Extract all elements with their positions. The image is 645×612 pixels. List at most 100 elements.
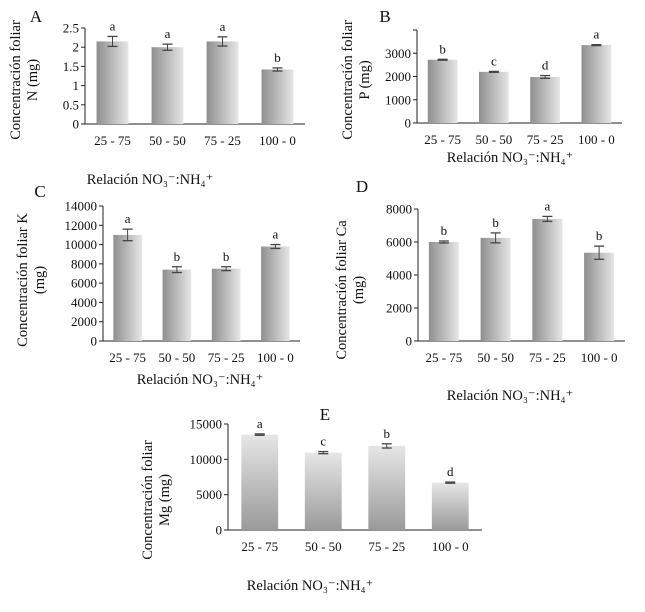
y-tick-label: 4000 <box>71 295 97 310</box>
panel-a: A 0 0.5 1 1.5 2 2.5 a 25 - 75 a 50 - 50 a 75 - 25 b 10… <box>8 7 305 188</box>
bar <box>304 452 342 530</box>
panel-e: E 0 5000 10000 15000 a 25 - 75 c 50 - 50 b 75 - 25… <box>140 405 482 594</box>
bar <box>113 234 142 341</box>
y-tick-label: 2000 <box>385 69 411 84</box>
x-tick-label: 100 - 0 <box>578 132 615 147</box>
x-tick-label: 100 - 0 <box>432 539 469 554</box>
significance-letter: c <box>491 53 497 68</box>
bar <box>428 242 459 341</box>
significance-letter: a <box>220 19 226 34</box>
y-tick-label: 2 <box>73 40 80 55</box>
bar <box>532 218 563 341</box>
y-tick-label: 1000 <box>385 92 411 107</box>
x-tick-label: 100 - 0 <box>257 350 294 365</box>
x-axis-label: Relación NO₃⁻:NH₄⁺ <box>87 172 214 188</box>
y-tick-label: 3000 <box>385 46 411 61</box>
x-tick-label: 50 - 50 <box>477 350 514 365</box>
x-tick-label: 75 - 25 <box>368 539 405 554</box>
significance-letter: d <box>542 58 549 73</box>
x-axis-label: Relación NO₃⁻:NH₄⁺ <box>447 388 574 404</box>
significance-letter: b <box>274 50 281 65</box>
bar <box>431 482 469 530</box>
x-tick-label: 75 - 25 <box>204 133 241 148</box>
x-tick-label: 50 - 50 <box>475 132 512 147</box>
x-tick-label: 50 - 50 <box>305 539 342 554</box>
y-tick-label: 0 <box>73 117 80 132</box>
x-tick-label: 75 - 25 <box>529 350 566 365</box>
y-tick-label: 1.5 <box>63 59 79 74</box>
y-tick-label: 0 <box>216 523 223 538</box>
y-axis-label: N (mg) <box>25 59 41 101</box>
bar <box>261 69 294 124</box>
y-tick-label: 12000 <box>65 218 98 233</box>
x-tick-label: 25 - 75 <box>94 133 131 148</box>
significance-letter: b <box>174 249 181 264</box>
y-axis-label: (mg) <box>32 266 48 294</box>
significance-letter: d <box>447 464 454 479</box>
bar <box>368 445 406 530</box>
x-tick-label: 75 - 25 <box>208 350 245 365</box>
x-tick-label: 100 - 0 <box>581 350 618 365</box>
significance-letter: a <box>272 227 278 242</box>
y-tick-label: 0.5 <box>63 97 79 112</box>
y-axis-label: Concentración foliar K <box>15 213 31 347</box>
bar <box>162 269 192 341</box>
y-tick-label: 0 <box>91 334 98 349</box>
panel-letter: D <box>356 177 368 196</box>
bar <box>479 71 509 123</box>
y-tick-label: 8000 <box>386 202 412 217</box>
x-tick-label: 25 - 75 <box>109 350 146 365</box>
significance-letter: a <box>593 27 599 42</box>
y-tick-label: 6000 <box>71 276 97 291</box>
significance-letter: b <box>384 426 391 441</box>
bar <box>151 47 184 125</box>
x-tick-label: 25 - 75 <box>424 132 461 147</box>
y-tick-label: 0 <box>406 334 413 349</box>
y-axis-label: Concentración foliar <box>340 20 356 140</box>
significance-letter: a <box>257 416 263 431</box>
significance-letter: b <box>596 228 603 243</box>
panel-letter: B <box>379 7 390 26</box>
y-tick-label: 2.5 <box>63 21 79 36</box>
y-tick-label: 2000 <box>386 301 412 316</box>
y-axis-label: Mg (mg) <box>157 474 173 526</box>
bar <box>211 268 241 341</box>
significance-letter: b <box>441 223 448 238</box>
x-axis-label: Relación NO₃⁻:NH₄⁺ <box>247 578 374 594</box>
y-tick-label: 2000 <box>71 314 97 329</box>
y-tick-label: 4000 <box>386 268 412 283</box>
x-tick-label: 25 - 75 <box>241 539 278 554</box>
y-tick-label: 6000 <box>386 235 412 250</box>
y-axis-label: Concentración foliar Ca <box>334 220 350 360</box>
panel-c: C 0 2000 4000 6000 8000 10000 12000 14000 a 25 - 7… <box>15 182 300 388</box>
x-axis-label: Relación NO₃⁻:NH₄⁺ <box>137 372 264 388</box>
x-tick-label: 50 - 50 <box>158 350 195 365</box>
y-axis-label: Concentración foliar <box>8 20 24 140</box>
bar <box>427 59 458 123</box>
x-tick-label: 25 - 75 <box>425 350 462 365</box>
y-axis-label: P (mg) <box>357 60 373 100</box>
y-tick-label: 14000 <box>65 199 98 214</box>
bar <box>581 45 612 123</box>
bar <box>261 246 290 341</box>
significance-letter: a <box>544 198 550 213</box>
panel-letter: E <box>320 405 330 424</box>
significance-letter: a <box>110 18 116 33</box>
significance-letter: a <box>165 26 171 41</box>
bar <box>584 252 615 341</box>
y-tick-label: 15000 <box>190 417 223 432</box>
y-tick-label: 5000 <box>196 487 222 502</box>
x-tick-label: 100 - 0 <box>259 133 296 148</box>
panel-b: B 0 1000 2000 3000 b 25 - 75 c 50 - 50 d 75 - 25 a 1… <box>340 7 622 166</box>
significance-letter: c <box>320 434 326 449</box>
bar <box>206 41 239 124</box>
significance-letter: b <box>492 215 499 230</box>
x-axis-label: Relación NO₃⁻:NH₄⁺ <box>447 150 574 166</box>
significance-letter: b <box>223 249 230 264</box>
x-tick-label: 50 - 50 <box>149 133 186 148</box>
bar <box>96 41 129 124</box>
panel-d: D 0 2000 4000 6000 8000 b 25 - 75 b 50 - 50 a 75 - … <box>334 177 625 404</box>
x-tick-label: 75 - 25 <box>527 132 564 147</box>
